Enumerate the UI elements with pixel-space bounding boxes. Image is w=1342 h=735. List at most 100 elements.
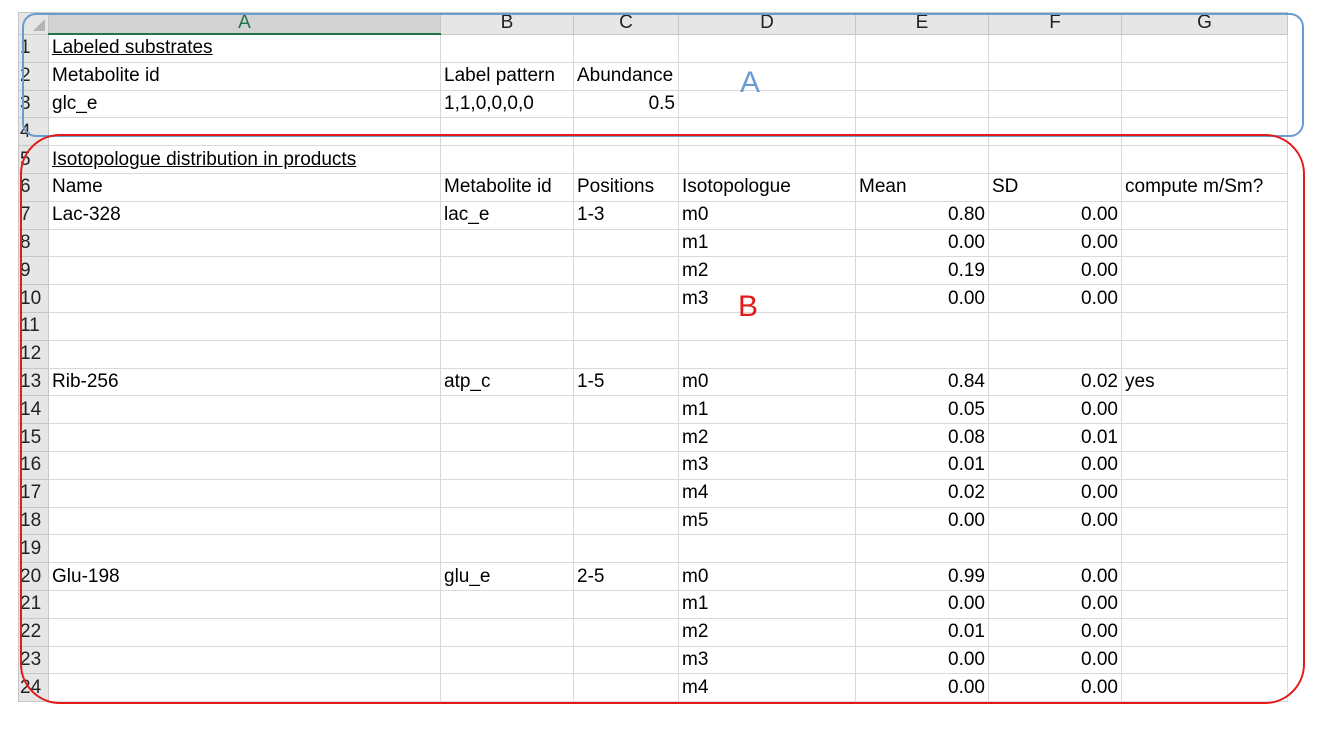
cell-c22[interactable] — [573, 617, 679, 647]
cell-f5[interactable] — [988, 145, 1122, 174]
cell-b8[interactable] — [440, 228, 574, 258]
cell-f8[interactable]: 0.00 — [988, 228, 1122, 258]
cell-c13[interactable]: 1-5 — [573, 367, 679, 397]
row-header[interactable]: 7 — [18, 200, 49, 230]
cell-g10[interactable] — [1121, 284, 1288, 313]
cell-e5[interactable] — [855, 145, 989, 174]
cell-g12[interactable] — [1121, 339, 1288, 369]
column-header-b[interactable]: B — [440, 12, 574, 35]
cell-e12[interactable] — [855, 339, 989, 369]
cell-a19[interactable] — [48, 534, 441, 564]
row-header[interactable]: 10 — [18, 284, 49, 313]
column-header-c[interactable]: C — [573, 12, 679, 35]
cell-c4[interactable] — [573, 117, 679, 147]
cell-c11[interactable] — [573, 311, 679, 341]
cell-d1[interactable] — [678, 33, 856, 63]
row-header[interactable]: 11 — [18, 311, 49, 341]
cell-e24[interactable]: 0.00 — [855, 673, 989, 703]
cell-d19[interactable] — [678, 534, 856, 564]
cell-d21[interactable]: m1 — [678, 589, 856, 619]
cell-g15[interactable] — [1121, 423, 1288, 452]
cell-a11[interactable] — [48, 311, 441, 341]
cell-g2[interactable] — [1121, 61, 1288, 91]
cell-d13[interactable]: m0 — [678, 367, 856, 397]
cell-f6[interactable]: SD — [988, 172, 1122, 202]
cell-b17[interactable] — [440, 478, 574, 508]
row-header[interactable]: 17 — [18, 478, 49, 508]
cell-a12[interactable] — [48, 339, 441, 369]
cell-b23[interactable] — [440, 645, 574, 675]
cell-f17[interactable]: 0.00 — [988, 478, 1122, 508]
cell-a4[interactable] — [48, 117, 441, 147]
cell-b6[interactable]: Metabolite id — [440, 172, 574, 202]
cell-c2[interactable]: Abundance — [573, 61, 679, 91]
cell-e3[interactable] — [855, 89, 989, 119]
cell-d18[interactable]: m5 — [678, 506, 856, 536]
cell-f9[interactable]: 0.00 — [988, 256, 1122, 286]
cell-c10[interactable] — [573, 284, 679, 313]
cell-f2[interactable] — [988, 61, 1122, 91]
cell-e8[interactable]: 0.00 — [855, 228, 989, 258]
cell-b20[interactable]: glu_e — [440, 562, 574, 591]
cell-g8[interactable] — [1121, 228, 1288, 258]
row-header[interactable]: 9 — [18, 256, 49, 286]
cell-a22[interactable] — [48, 617, 441, 647]
cell-c1[interactable] — [573, 33, 679, 63]
column-header-d[interactable]: D — [678, 12, 856, 35]
column-header-a[interactable]: A — [48, 12, 441, 35]
cell-g14[interactable] — [1121, 395, 1288, 425]
cell-b21[interactable] — [440, 589, 574, 619]
cell-f3[interactable] — [988, 89, 1122, 119]
cell-c5[interactable] — [573, 145, 679, 174]
cell-b2[interactable]: Label pattern — [440, 61, 574, 91]
cell-d17[interactable]: m4 — [678, 478, 856, 508]
cell-f24[interactable]: 0.00 — [988, 673, 1122, 703]
cell-c14[interactable] — [573, 395, 679, 425]
cell-g17[interactable] — [1121, 478, 1288, 508]
cell-g4[interactable] — [1121, 117, 1288, 147]
cell-e10[interactable]: 0.00 — [855, 284, 989, 313]
cell-e22[interactable]: 0.01 — [855, 617, 989, 647]
cell-f1[interactable] — [988, 33, 1122, 63]
cell-d10[interactable]: m3 — [678, 284, 856, 313]
cell-g24[interactable] — [1121, 673, 1288, 703]
cell-d14[interactable]: m1 — [678, 395, 856, 425]
cell-g1[interactable] — [1121, 33, 1288, 63]
cell-f10[interactable]: 0.00 — [988, 284, 1122, 313]
select-all-corner[interactable] — [18, 12, 49, 35]
cell-e4[interactable] — [855, 117, 989, 147]
row-header[interactable]: 20 — [18, 562, 49, 591]
cell-d8[interactable]: m1 — [678, 228, 856, 258]
cell-d9[interactable]: m2 — [678, 256, 856, 286]
cell-f21[interactable]: 0.00 — [988, 589, 1122, 619]
cell-f12[interactable] — [988, 339, 1122, 369]
cell-a15[interactable] — [48, 423, 441, 452]
cell-g22[interactable] — [1121, 617, 1288, 647]
cell-c20[interactable]: 2-5 — [573, 562, 679, 591]
cell-e23[interactable]: 0.00 — [855, 645, 989, 675]
cell-e1[interactable] — [855, 33, 989, 63]
cell-a5[interactable]: Isotopologue distribution in products — [48, 145, 441, 174]
cell-b11[interactable] — [440, 311, 574, 341]
cell-f18[interactable]: 0.00 — [988, 506, 1122, 536]
cell-f11[interactable] — [988, 311, 1122, 341]
cell-f13[interactable]: 0.02 — [988, 367, 1122, 397]
cell-a13[interactable]: Rib-256 — [48, 367, 441, 397]
cell-e9[interactable]: 0.19 — [855, 256, 989, 286]
cell-c19[interactable] — [573, 534, 679, 564]
cell-c17[interactable] — [573, 478, 679, 508]
row-header[interactable]: 1 — [18, 33, 49, 63]
cell-b10[interactable] — [440, 284, 574, 313]
column-header-g[interactable]: G — [1121, 12, 1288, 35]
cell-e20[interactable]: 0.99 — [855, 562, 989, 591]
cell-e16[interactable]: 0.01 — [855, 450, 989, 480]
cell-d5[interactable] — [678, 145, 856, 174]
cell-g9[interactable] — [1121, 256, 1288, 286]
row-header[interactable]: 12 — [18, 339, 49, 369]
cell-b13[interactable]: atp_c — [440, 367, 574, 397]
cell-g3[interactable] — [1121, 89, 1288, 119]
row-header[interactable]: 14 — [18, 395, 49, 425]
cell-c15[interactable] — [573, 423, 679, 452]
cell-b7[interactable]: lac_e — [440, 200, 574, 230]
cell-d24[interactable]: m4 — [678, 673, 856, 703]
